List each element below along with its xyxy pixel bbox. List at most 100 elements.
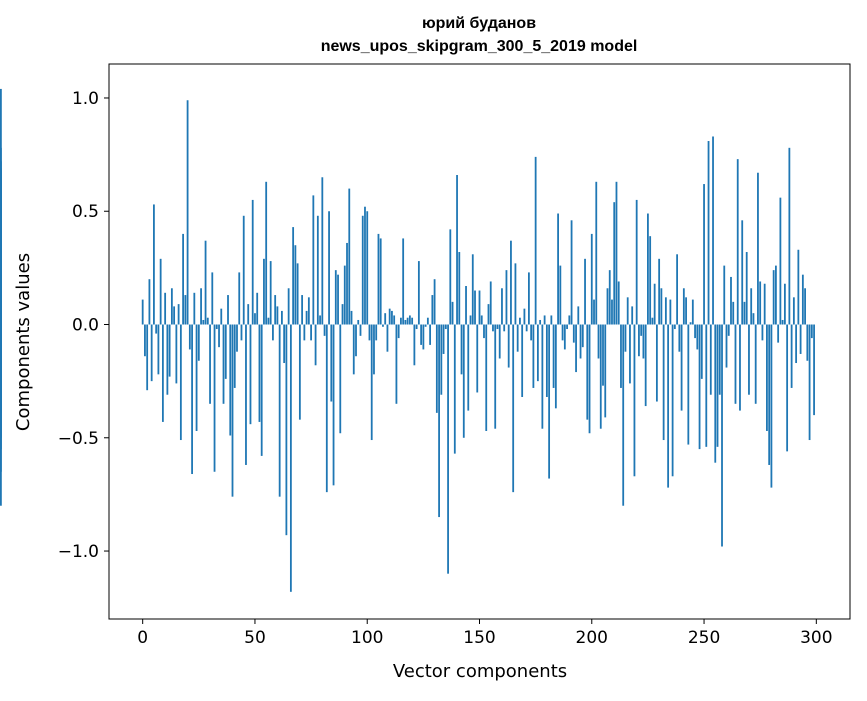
bar: [334, 270, 337, 325]
y-tick-label: 0.5: [72, 202, 99, 222]
bar: [458, 252, 461, 325]
bar: [184, 295, 187, 325]
plot-frame: [108, 63, 851, 620]
bar: [283, 324, 286, 364]
bar: [395, 324, 398, 404]
bar: [422, 324, 425, 350]
bar: [485, 324, 488, 431]
bar: [640, 324, 643, 336]
bar: [572, 324, 575, 343]
bar: [525, 324, 528, 332]
bar: [685, 297, 687, 325]
bar: [368, 324, 371, 341]
bar: [197, 324, 200, 361]
y-tick-label: 1.0: [72, 89, 99, 109]
bar: [361, 215, 364, 325]
x-axis-label: Vector components: [393, 661, 567, 682]
bar: [278, 324, 281, 497]
bar: [577, 306, 580, 325]
bar: [247, 304, 250, 325]
bar: [148, 279, 151, 325]
bar: [494, 324, 497, 429]
y-tick-label: −1.0: [58, 542, 99, 562]
bar: [775, 265, 777, 325]
bar: [492, 324, 494, 332]
bar: [272, 324, 274, 341]
bar: [236, 324, 238, 352]
bar: [523, 308, 526, 325]
bar: [595, 181, 598, 325]
bar: [417, 261, 420, 325]
bar: [193, 292, 196, 325]
x-tick-label: 100: [351, 628, 383, 648]
bar: [624, 324, 627, 352]
bar: [343, 265, 346, 325]
bar: [671, 324, 674, 477]
bar: [325, 324, 328, 493]
bar: [263, 258, 265, 325]
bar: [516, 324, 519, 352]
bar: [626, 297, 629, 325]
bar: [0, 324, 2, 450]
bar: [714, 324, 717, 463]
bar: [433, 279, 436, 325]
bar: [177, 304, 180, 325]
bar: [743, 301, 746, 325]
bar: [287, 288, 290, 325]
bar: [474, 290, 476, 325]
bar: [792, 297, 795, 325]
bar: [777, 324, 780, 343]
x-axis-ticks: 0 50 100 150 200 250 300: [137, 619, 833, 648]
bar: [593, 299, 595, 325]
bar: [505, 270, 508, 325]
bar: [460, 324, 463, 375]
bar: [622, 324, 625, 506]
bar: [557, 213, 559, 325]
bar: [680, 324, 683, 411]
bar: [301, 295, 304, 325]
bar: [144, 324, 146, 357]
bar: [319, 315, 321, 325]
bar: [348, 188, 351, 325]
bar: [411, 317, 414, 325]
bar: [615, 181, 618, 325]
bar: [503, 324, 506, 332]
bar: [739, 324, 741, 411]
bar: [375, 324, 378, 341]
bar: [790, 324, 793, 388]
bar: [541, 324, 544, 429]
bar: [514, 263, 517, 325]
bar: [355, 324, 357, 357]
bar: [579, 324, 582, 359]
bar: [182, 233, 184, 325]
bar: [150, 324, 153, 382]
bar: [249, 324, 252, 425]
bar: [0, 313, 2, 325]
bar: [377, 233, 380, 325]
bar: [507, 324, 510, 368]
bar: [440, 324, 443, 395]
bar: [435, 324, 438, 413]
bar: [521, 324, 524, 397]
bar: [483, 324, 485, 339]
bar: [191, 324, 193, 475]
bar: [539, 319, 542, 325]
bar: [534, 156, 537, 325]
bar: [561, 324, 564, 341]
bar: [350, 310, 353, 325]
bar: [734, 324, 737, 404]
bar: [808, 324, 811, 441]
bar: [707, 141, 710, 325]
bar: [480, 315, 483, 325]
bar: [213, 324, 216, 472]
bar: [397, 324, 400, 339]
bar: [772, 270, 775, 325]
x-tick-label: 300: [800, 628, 832, 648]
bar: [379, 238, 382, 325]
bar: [256, 292, 259, 325]
bar: [653, 283, 656, 325]
bar: [552, 324, 555, 388]
bar: [388, 308, 391, 325]
bar: [545, 324, 548, 397]
chart-title: юрий буданов: [422, 15, 536, 32]
